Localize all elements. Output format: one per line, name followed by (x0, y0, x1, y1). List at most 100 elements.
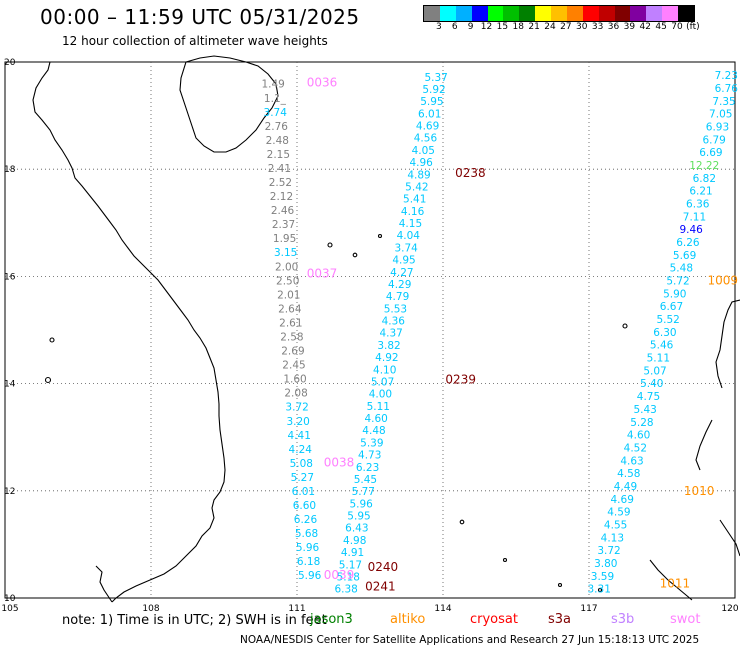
lon-label: 114 (434, 604, 451, 614)
wave-height-value: 6.60 (293, 500, 316, 512)
wave-height-value: 3.74 (264, 107, 288, 119)
footer-note: note: 1) Time is in UTC; 2) SWH is in fe… (62, 613, 327, 628)
pass-time-tag: 0037 (307, 266, 338, 280)
island (377, 233, 383, 239)
time-tags: 0036 0037 0038 0039 0238 0239 0240 0241 1009 1010… (307, 76, 738, 594)
wave-height-value: 5.48 (670, 263, 693, 275)
color-swatch (503, 6, 520, 21)
wave-height-value: 2.08 (284, 388, 307, 400)
wave-height-value: 4.98 (343, 535, 366, 547)
wave-height-value: 5.37 (424, 72, 447, 84)
wave-height-value: 2.69 (281, 346, 304, 358)
wave-height-value: 3.80 (594, 558, 617, 570)
island (557, 582, 563, 588)
wave-height-value: 5.11 (367, 401, 390, 413)
wave-height-value: 4.56 (414, 133, 438, 145)
wave-height-value: 4.05 (412, 145, 435, 157)
mission-label-cryosat: cryosat (470, 612, 518, 627)
lat-label: 18 (4, 165, 16, 175)
wave-height-value: 2.37 (272, 219, 295, 231)
wave-height-value: 5.69 (673, 250, 696, 262)
pass-time-tag: 0240 (368, 560, 399, 574)
wave-height-value: 4.60 (364, 413, 387, 425)
lon-label: 120 (721, 604, 738, 614)
wave-height-value: 2.50 (276, 275, 299, 287)
island (502, 557, 508, 563)
wave-height-value: 6.69 (699, 147, 722, 159)
wave-height-value: 2.76 (265, 121, 289, 133)
wave-height-value: 2.00 (275, 261, 298, 273)
wave-height-value: 2.12 (270, 191, 293, 203)
island (597, 587, 603, 593)
wave-height-value: 6.26 (294, 514, 318, 526)
wave-height-value: 2.52 (269, 177, 292, 189)
footer-credit: NOAA/NESDIS Center for Satellite Applica… (240, 634, 700, 646)
wave-height-value: 4.58 (617, 468, 640, 480)
lat-label: 14 (4, 380, 16, 390)
mekong-delta-coast (95, 565, 113, 603)
pass-time-tag: 0038 (324, 456, 355, 470)
wave-height-value: 4.55 (604, 519, 627, 531)
wave-height-value: 4.24 (289, 444, 313, 456)
wave-height-value: 4.49 (614, 481, 637, 493)
wave-height-value: 5.43 (633, 404, 656, 416)
wave-height-value: 6.43 (345, 523, 368, 535)
wave-height-value: 5.95 (420, 96, 443, 108)
wave-height-value: 6.18 (297, 556, 320, 568)
wave-height-value: 5.72 (666, 276, 689, 288)
wave-height-value: 5.96 (349, 498, 373, 510)
wave-height-value: 7.23 (715, 70, 738, 82)
wave-height-value: 4.75 (637, 391, 660, 403)
vietnam-coastline (32, 61, 226, 603)
color-legend-label: 27 (560, 22, 572, 32)
pass-time-tag: 1011 (660, 576, 691, 590)
wave-height-value: 2.45 (282, 360, 305, 372)
lat-label: 20 (4, 58, 16, 68)
wave-height-value: 5.95 (347, 511, 370, 523)
mission-label-swot: swot (670, 612, 701, 627)
color-swatch (439, 6, 456, 21)
wave-height-value: 4.95 (392, 255, 415, 267)
color-swatch (487, 6, 504, 21)
wave-height-value: 6.79 (702, 134, 725, 146)
wave-height-value: 4.36 (382, 316, 406, 328)
map-frame (4, 61, 736, 599)
wave-height-value: 5.68 (295, 528, 318, 540)
wave-height-value: 6.01 (292, 486, 315, 498)
wave-height-value: 6.38 (334, 584, 357, 596)
wave-height-value: 3.82 (377, 340, 400, 352)
color-legend-label: 70 (671, 22, 683, 32)
color-legend-label: 33 (591, 22, 604, 32)
wave-height-value: 5.96 (296, 542, 320, 554)
island (352, 252, 358, 258)
wave-height-value: 4.69 (611, 494, 634, 506)
color-swatch (455, 6, 472, 21)
lat-label: 16 (4, 272, 16, 282)
wave-height-value: 5.08 (290, 458, 313, 470)
color-swatch (662, 6, 678, 21)
mission-label-altiko: altiko (390, 612, 426, 627)
wave-height-value: 5.42 (405, 181, 428, 193)
mission-label-jason3: jason3 (310, 612, 353, 627)
wave-height-value: 6.93 (706, 122, 729, 134)
wave-height-value: 5.45 (354, 474, 377, 486)
wave-height-value: 2.15 (267, 149, 290, 161)
wave-height-value: 3.72 (285, 402, 308, 414)
wave-height-value: 5.28 (630, 417, 653, 429)
color-legend-label: 30 (576, 22, 588, 32)
palawan-coastline (649, 559, 693, 601)
wave-height-value: 5.46 (650, 340, 674, 352)
mission-label-s3a: s3a (548, 612, 572, 627)
wave-height-value: 4.00 (369, 389, 392, 401)
wave-height-value: 5.39 (360, 437, 383, 449)
color-legend-label: 6 (451, 22, 458, 32)
wave-height-value: 4.63 (620, 455, 643, 467)
track-values: 1.49 1.1_ 3.74 2.76 2.48 2.15 2.41 2.52 2.12 2.46… (261, 70, 738, 595)
lat-lon-grid (4, 61, 736, 599)
wave-height-value: 4.10 (373, 364, 396, 376)
color-legend-label: 15 (496, 22, 509, 32)
lon-label: 105 (1, 604, 18, 614)
wave-height-value: 12.22 (689, 160, 719, 172)
wave-height-value: 5.41 (403, 194, 426, 206)
